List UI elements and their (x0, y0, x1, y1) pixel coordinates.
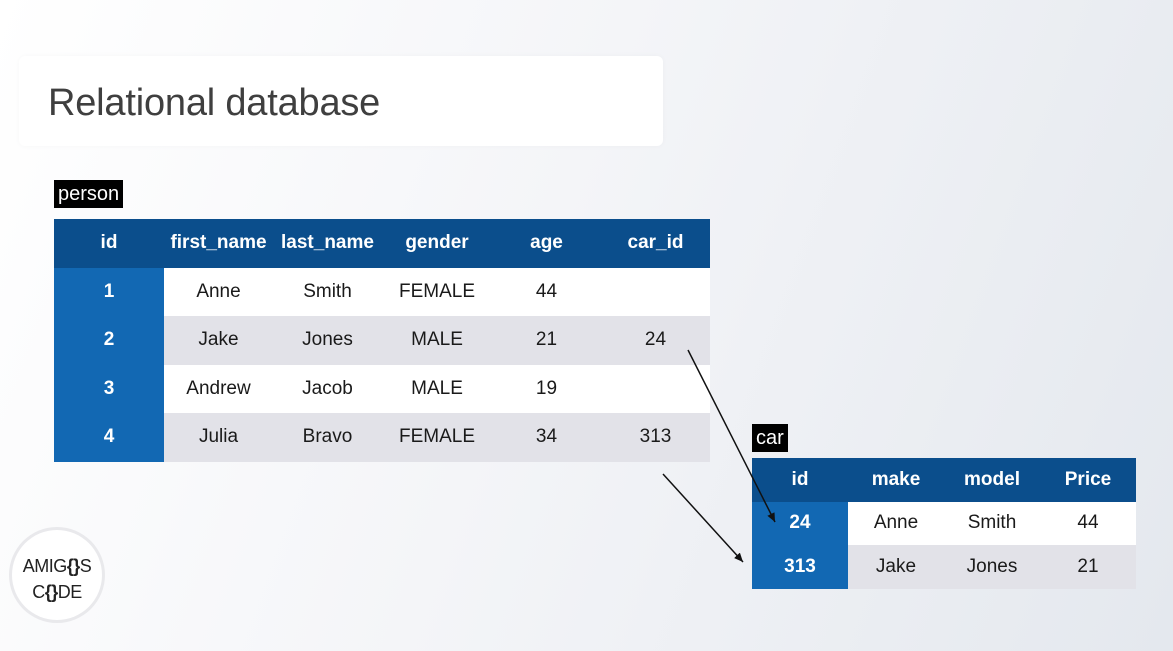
table-cell: Julia (164, 413, 273, 462)
car-header-row: id make model Price (752, 458, 1136, 502)
table-cell: Smith (273, 267, 382, 316)
svg-text:AMIG{}S: AMIG{}S (23, 556, 92, 576)
person-col-car-id: car_id (601, 219, 710, 268)
table-cell: Jacob (273, 364, 382, 413)
person-table-label: person (54, 180, 124, 208)
table-cell: FEMALE (382, 413, 492, 462)
person-id-cell: 2 (54, 316, 164, 365)
table-row: 313 Jake Jones 21 (752, 545, 1136, 589)
table-cell: MALE (382, 364, 492, 413)
person-header-row: id first_name last_name gender age car_i… (54, 219, 710, 268)
table-row: 2 Jake Jones MALE 21 24 (54, 316, 710, 365)
table-cell: 21 (1040, 545, 1136, 589)
table-cell: 34 (492, 413, 601, 462)
arrow-car-id-24 (687, 349, 776, 523)
table-row: 3 Andrew Jacob MALE 19 (54, 364, 710, 413)
person-col-age: age (492, 219, 601, 268)
person-id-cell: 3 (54, 364, 164, 413)
person-col-id: id (54, 219, 164, 268)
table-cell: 44 (1040, 501, 1136, 545)
table-cell (601, 267, 710, 316)
person-id-cell: 1 (54, 267, 164, 316)
car-col-price: Price (1040, 458, 1136, 502)
car-col-make: make (848, 458, 944, 502)
title-card: Relational database (19, 56, 663, 146)
table-cell: 313 (601, 413, 710, 462)
table-cell: FEMALE (382, 267, 492, 316)
table-cell: Smith (944, 501, 1040, 545)
person-table: id first_name last_name gender age car_i… (54, 219, 710, 462)
person-col-gender: gender (382, 219, 492, 268)
table-cell: 44 (492, 267, 601, 316)
table-cell: Anne (164, 267, 273, 316)
table-cell: 24 (601, 316, 710, 365)
arrow-car-id-313 (662, 473, 744, 563)
table-cell: 21 (492, 316, 601, 365)
person-col-first-name: first_name (164, 219, 273, 268)
table-cell: MALE (382, 316, 492, 365)
table-row: 1 Anne Smith FEMALE 44 (54, 267, 710, 316)
amigoscode-logo: AMIG{}S C{}DE (12, 530, 102, 620)
table-cell (601, 364, 710, 413)
car-table-label: car (752, 424, 788, 452)
person-col-last-name: last_name (273, 219, 382, 268)
table-cell: Bravo (273, 413, 382, 462)
car-table: id make model Price 24 Anne Smith 44 313… (752, 458, 1136, 589)
car-id-cell: 313 (752, 545, 848, 589)
table-cell: Anne (848, 501, 944, 545)
table-cell: Jones (273, 316, 382, 365)
table-cell: Jake (848, 545, 944, 589)
table-row: 4 Julia Bravo FEMALE 34 313 (54, 413, 710, 462)
svg-text:C{}DE: C{}DE (32, 582, 82, 602)
table-cell: 19 (492, 364, 601, 413)
slide-title: Relational database (48, 82, 381, 124)
table-cell: Andrew (164, 364, 273, 413)
car-col-id: id (752, 458, 848, 502)
car-col-model: model (944, 458, 1040, 502)
table-cell: Jake (164, 316, 273, 365)
person-id-cell: 4 (54, 413, 164, 462)
table-cell: Jones (944, 545, 1040, 589)
